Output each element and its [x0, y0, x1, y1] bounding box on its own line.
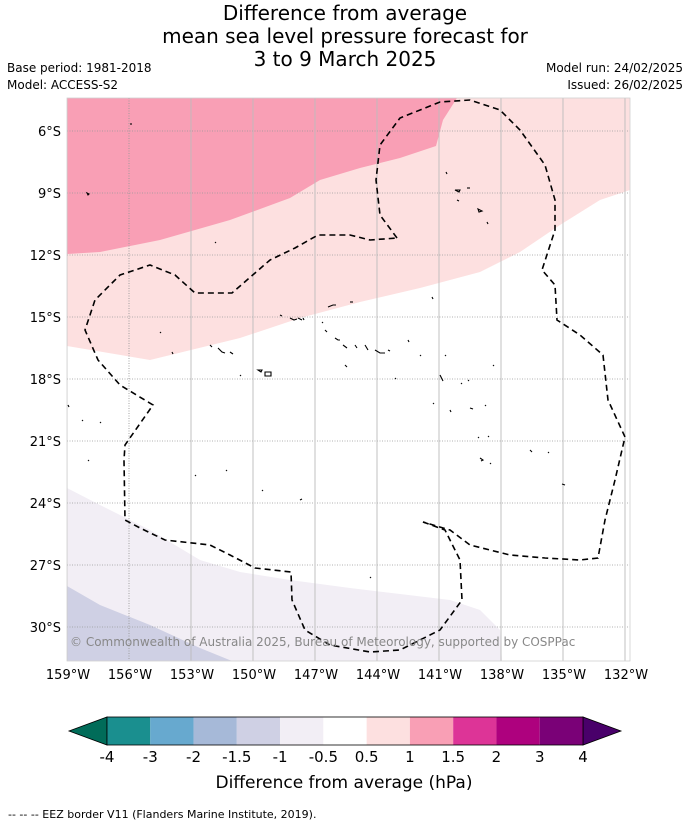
lat-label: 15°S	[30, 311, 61, 326]
colorbar-segment	[280, 717, 324, 745]
lon-label: 159°W	[46, 668, 90, 683]
colorbar-tick-label: -4	[100, 748, 115, 766]
lon-label: 138°W	[480, 668, 524, 683]
colorbar-high-extend	[582, 716, 623, 746]
colorbar-tick-label: 2	[492, 748, 502, 766]
colorbar-label: Difference from average (hPa)	[216, 773, 473, 793]
colorbar-tick-label: -0.5	[309, 748, 338, 766]
copyright-text: © Commonwealth of Australia 2025, Bureau…	[70, 635, 575, 649]
colorbar-tick-label: -2	[186, 748, 201, 766]
anomaly-region-minus-0-5	[67, 488, 502, 661]
colorbar-segment	[107, 717, 151, 745]
lon-label: 135°W	[542, 668, 586, 683]
lon-label: 153°W	[170, 668, 214, 683]
colorbar-frame	[106, 716, 584, 746]
colorbar-tick-label: 4	[578, 748, 588, 766]
longitude-labels: 159°W 156°W 153°W 150°W 147°W 144°W 141°…	[46, 668, 648, 683]
lat-label: 6°S	[38, 125, 61, 140]
model-name: Model: ACCESS-S2	[7, 78, 119, 92]
colorbar-segment	[409, 717, 454, 745]
lon-label: 150°W	[232, 668, 276, 683]
anomaly-region-plus-1	[67, 98, 457, 254]
lat-label: 24°S	[30, 497, 61, 512]
lon-label: 144°W	[356, 668, 400, 683]
lon-label: 147°W	[294, 668, 338, 683]
colorbar-tick-label: 1	[405, 748, 415, 766]
colorbar-segment	[193, 717, 237, 745]
colorbar-segment	[539, 717, 583, 745]
lat-label: 12°S	[30, 249, 61, 264]
colorbar-segment	[496, 717, 540, 745]
latitude-labels: 6°S 9°S 12°S 15°S 18°S 21°S 24°S 27°S 30…	[30, 125, 61, 636]
colorbar	[67, 716, 623, 746]
colorbar-segment	[150, 717, 194, 745]
model-run: Model run: 24/02/2025	[545, 61, 683, 75]
colorbar-tick-label: 1.5	[441, 748, 465, 766]
colorbar-tick-label: 0.5	[355, 748, 379, 766]
title-line-1: Difference from average	[222, 1, 468, 25]
lon-label: 156°W	[108, 668, 152, 683]
base-period: Base period: 1981-2018	[7, 61, 152, 75]
title-line-3: 3 to 9 March 2025	[253, 47, 437, 71]
lon-label: 141°W	[418, 668, 462, 683]
colorbar-segment	[453, 717, 497, 745]
map-frame	[66, 97, 631, 662]
colorbar-tick-label: -3	[143, 748, 158, 766]
lat-label: 9°S	[38, 187, 61, 202]
lon-label: 132°W	[604, 668, 648, 683]
colorbar-segment	[366, 717, 410, 745]
issued-date: Issued: 26/02/2025	[567, 78, 683, 92]
lat-label: 21°S	[30, 435, 61, 450]
eez-border-lines	[84, 99, 626, 653]
anomaly-region-minus-1	[67, 586, 232, 661]
colorbar-low-extend	[67, 716, 108, 746]
title-line-2: mean sea level pressure forecast for	[162, 24, 528, 48]
colorbar-segment	[323, 717, 367, 745]
lat-label: 18°S	[30, 373, 61, 388]
colorbar-tick-label: -1	[273, 748, 288, 766]
colorbar-tick-label: 3	[535, 748, 545, 766]
colorbar-segment	[236, 717, 281, 745]
eez-legend-note: -- -- -- EEZ border V11 (Flanders Marine…	[8, 808, 317, 821]
lat-label: 27°S	[30, 559, 61, 574]
colorbar-tick-labels: -4 -3 -2 -1.5 -1 -0.5 0.5 1 1.5 2 3 4	[100, 748, 588, 766]
island-outlines	[67, 123, 566, 579]
lat-label: 30°S	[30, 621, 61, 636]
colorbar-tick-label: -1.5	[222, 748, 251, 766]
